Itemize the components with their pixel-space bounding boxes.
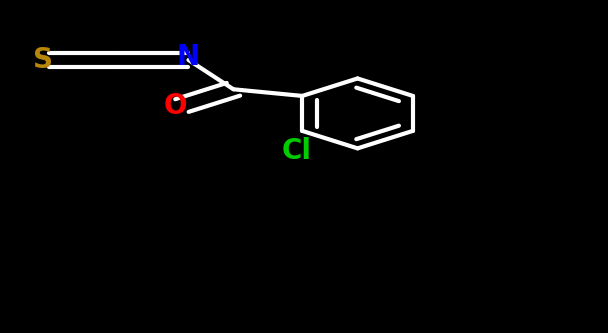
Text: O: O: [164, 92, 188, 120]
Text: N: N: [177, 43, 200, 71]
Text: Cl: Cl: [282, 137, 311, 165]
Text: S: S: [33, 46, 52, 74]
